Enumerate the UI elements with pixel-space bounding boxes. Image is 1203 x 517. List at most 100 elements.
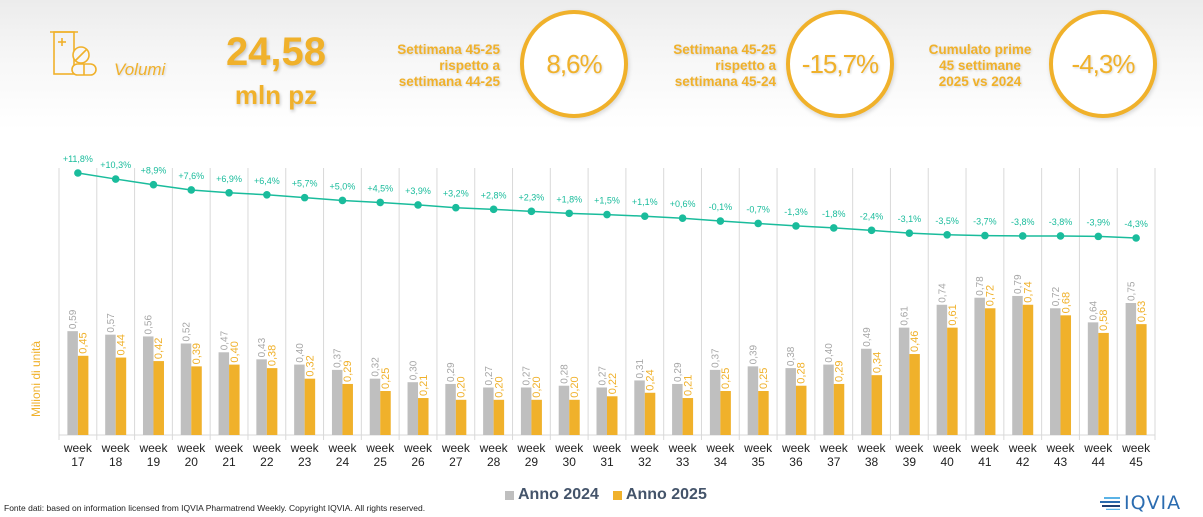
bar-label-2024: 0,37 bbox=[333, 348, 344, 368]
bar-label-2025: 0,44 bbox=[115, 334, 127, 355]
x-tick-label: week bbox=[781, 441, 811, 455]
bar-label-2024: 0,43 bbox=[257, 337, 268, 357]
line-data-label: -3,9% bbox=[1087, 217, 1111, 227]
x-tick-label: 35 bbox=[751, 455, 765, 469]
line-data-label: +6,4% bbox=[254, 176, 280, 186]
bar-2024 bbox=[256, 359, 267, 435]
line-data-label: +10,3% bbox=[100, 160, 131, 170]
bar-label-2025: 0,32 bbox=[304, 355, 316, 376]
x-tick-label: 27 bbox=[449, 455, 463, 469]
bar-2025 bbox=[380, 391, 391, 435]
bar-label-2024: 0,75 bbox=[1126, 281, 1137, 301]
bar-labels: 0,59 0,57 0,56 0,52 0,47 0,43 0,40 0,37 0,32 0,30… bbox=[68, 274, 1148, 398]
line-data-label: -3,1% bbox=[898, 214, 922, 224]
bar-label-2025: 0,22 bbox=[607, 373, 619, 394]
bar-2024 bbox=[558, 385, 570, 435]
x-tick-label: 32 bbox=[638, 455, 652, 469]
legend-swatch-2024 bbox=[505, 490, 514, 500]
data-source-note: Fonte dati: based on information license… bbox=[4, 503, 426, 513]
line-data-label: +2,8% bbox=[481, 190, 507, 200]
bar-label-2025: 0,29 bbox=[834, 361, 846, 382]
x-tick-label: 17 bbox=[71, 455, 85, 469]
bar-label-2024: 0,39 bbox=[748, 344, 759, 364]
bar-label-2025: 0,21 bbox=[682, 375, 694, 396]
kpi-label-week-vs-prev-week: Settimana 45-25 rispetto a settimana 44-… bbox=[372, 42, 500, 90]
line-data-label: +2,3% bbox=[519, 192, 545, 202]
x-tick-label: week bbox=[857, 441, 887, 455]
bar-label-2024: 0,47 bbox=[219, 330, 230, 350]
bar-2025 bbox=[418, 398, 429, 435]
line-data-label: +5,0% bbox=[330, 181, 356, 191]
bar-label-2024: 0,31 bbox=[635, 359, 646, 379]
bar-label-2024: 0,79 bbox=[1013, 274, 1024, 294]
x-tick-label: week bbox=[479, 441, 509, 455]
line-point bbox=[376, 198, 385, 207]
x-tick-label: 36 bbox=[789, 455, 803, 469]
line-point bbox=[452, 203, 460, 212]
kpi-value: 8,6% bbox=[546, 48, 602, 79]
bar-label-2025: 0,21 bbox=[418, 375, 430, 396]
bar-2025 bbox=[682, 398, 694, 435]
bar-2024 bbox=[142, 336, 154, 435]
x-tick-label: 40 bbox=[940, 455, 954, 469]
bar-2025 bbox=[493, 399, 505, 435]
line-data-label: +0,6% bbox=[670, 199, 696, 209]
bar-label-2024: 0,40 bbox=[824, 343, 835, 363]
iqvia-logo-icon bbox=[1100, 497, 1120, 510]
bar-label-2025: 0,39 bbox=[191, 343, 203, 364]
x-tick-label: week bbox=[365, 441, 395, 455]
kpi-label-line: settimana 45-24 bbox=[674, 74, 776, 89]
x-axis-labels: week17week18week19week20week21week22week… bbox=[63, 441, 1151, 469]
x-tick-label: 23 bbox=[298, 455, 312, 469]
bar-2025 bbox=[115, 357, 127, 435]
line-data-label: +3,2% bbox=[443, 189, 469, 199]
bar-2025 bbox=[304, 378, 316, 435]
chart-legend: Anno 2024 Anno 2025 bbox=[505, 486, 707, 504]
bar-label-2024: 0,57 bbox=[106, 313, 117, 333]
bar-label-2025: 0,63 bbox=[1136, 301, 1148, 322]
line-data-label: -3,8% bbox=[1049, 217, 1073, 227]
x-tick-label: week bbox=[101, 441, 131, 455]
x-tick-label: 30 bbox=[563, 455, 577, 469]
kpi-label-line: 45 settimane bbox=[939, 58, 1021, 73]
bar-label-2024: 0,49 bbox=[862, 327, 873, 347]
bar-2024 bbox=[407, 382, 419, 435]
bar-2024 bbox=[596, 387, 607, 435]
bar-2025 bbox=[531, 399, 542, 435]
bar-2024 bbox=[861, 348, 872, 435]
line-point bbox=[263, 191, 271, 199]
x-tick-label: 44 bbox=[1092, 455, 1106, 469]
bar-2024 bbox=[709, 369, 721, 435]
line-data-label: -3,5% bbox=[935, 216, 959, 226]
x-tick-label: 25 bbox=[374, 455, 388, 469]
legend-item-2024: Anno 2024 bbox=[505, 486, 599, 504]
bar-2025 bbox=[77, 355, 89, 435]
bar-2025 bbox=[607, 396, 618, 435]
x-tick-label: 43 bbox=[1054, 455, 1068, 469]
x-tick-label: 34 bbox=[714, 455, 728, 469]
bar-2025 bbox=[191, 366, 202, 435]
x-tick-label: 42 bbox=[1016, 455, 1030, 469]
gridlines bbox=[58, 168, 1156, 440]
line-data-label: +8,9% bbox=[141, 166, 167, 176]
x-tick-label: 31 bbox=[600, 455, 614, 469]
line-data-label: -3,8% bbox=[1011, 217, 1035, 227]
bar-label-2025: 0,29 bbox=[342, 361, 354, 382]
kpi-label-line: rispetto a bbox=[439, 58, 500, 73]
bar-2025 bbox=[644, 392, 656, 435]
line-point bbox=[716, 217, 725, 225]
x-tick-label: 19 bbox=[147, 455, 161, 469]
bar-label-2025: 0,20 bbox=[531, 376, 543, 397]
bar-label-2024: 0,27 bbox=[597, 366, 608, 386]
bar-2024 bbox=[105, 334, 116, 435]
bar-2024 bbox=[672, 383, 683, 435]
bar-2024 bbox=[634, 380, 645, 435]
x-tick-label: 20 bbox=[185, 455, 199, 469]
bar-2024 bbox=[1125, 303, 1137, 435]
x-tick-label: week bbox=[1008, 441, 1038, 455]
line-point bbox=[111, 175, 120, 183]
x-tick-label: 33 bbox=[676, 455, 690, 469]
bar-2024 bbox=[823, 364, 834, 435]
line-data-label: -1,8% bbox=[822, 209, 846, 219]
total-volume-unit: mln pz bbox=[234, 80, 318, 110]
